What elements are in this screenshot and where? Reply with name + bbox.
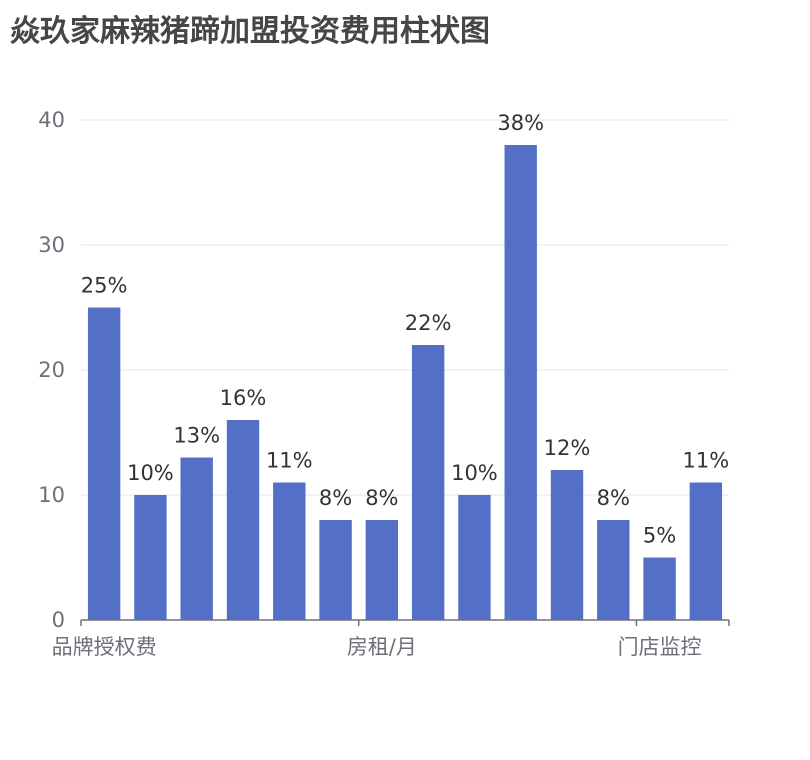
bar: [504, 145, 537, 620]
bar: [365, 520, 399, 620]
data-label: 25%: [81, 274, 128, 298]
bar: [643, 557, 676, 620]
data-label: 11%: [266, 449, 313, 473]
bar: [458, 495, 491, 620]
data-labels: 25%10%13%16%11%8% 8%22%10%38%12%8%5%11%: [81, 111, 729, 548]
x-category-label: 门店监控: [618, 635, 702, 659]
data-label: 8%: [365, 486, 398, 510]
bar: [411, 345, 445, 620]
data-label: 16%: [220, 386, 267, 410]
x-axis-categories: 品牌授权费 房租/月 门店监控: [52, 635, 702, 659]
y-tick-label: 0: [52, 608, 65, 632]
x-category-label: 房租/月: [347, 635, 417, 659]
data-label: 10%: [127, 461, 174, 485]
bar: [180, 457, 213, 620]
data-label: 5%: [643, 524, 676, 548]
bar: [319, 520, 352, 620]
data-label: 13%: [173, 424, 220, 448]
y-axis-ticks: 0 10 20 30 40: [38, 108, 65, 632]
data-label: 22%: [405, 311, 452, 335]
bar: [273, 482, 306, 620]
bar: [87, 307, 121, 620]
data-label: 8%: [319, 486, 352, 510]
data-label: 8%: [597, 486, 630, 510]
data-label: 11%: [683, 449, 730, 473]
y-tick-label: 30: [38, 233, 65, 257]
chart-title: 焱玖家麻辣猪蹄加盟投资费用柱状图: [10, 14, 490, 49]
y-tick-label: 20: [38, 358, 65, 382]
bar: [226, 420, 260, 620]
data-label: 10%: [451, 461, 498, 485]
data-label: 12%: [544, 436, 591, 460]
bars: [87, 145, 723, 620]
bar: [134, 495, 167, 620]
y-tick-label: 40: [38, 108, 65, 132]
bar: [689, 482, 723, 620]
bar: [550, 470, 584, 620]
y-tick-label: 10: [38, 483, 65, 507]
bar: [597, 520, 630, 620]
x-axis: [80, 619, 730, 626]
data-label: 38%: [497, 111, 544, 135]
x-category-label: 品牌授权费: [52, 635, 157, 659]
